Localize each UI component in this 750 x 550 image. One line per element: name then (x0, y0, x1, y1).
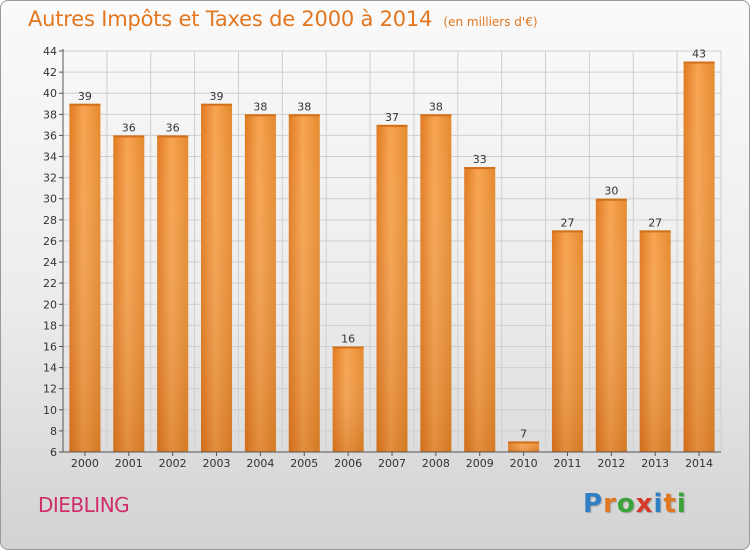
bar-top-2012 (595, 198, 627, 201)
data-label: 38 (429, 100, 443, 113)
y-tick-label: 44 (43, 45, 57, 58)
y-tick-label: 24 (43, 256, 57, 269)
logo-letter: r (603, 489, 617, 519)
y-tick-label: 28 (43, 214, 57, 227)
y-tick-label: 18 (43, 319, 57, 332)
axes: 6 8 10 12 14 16 18 20 22 24 26 28 30 32 34 36 38 40 42 44 20… (43, 45, 721, 470)
chart-title-row: Autres Impôts et Taxes de 2000 à 2014 (e… (28, 7, 538, 31)
logo-letter: t (663, 489, 677, 519)
place-name: DIEBLING (38, 493, 130, 517)
data-label: 38 (297, 100, 311, 113)
x-tick-label: 2013 (641, 457, 669, 470)
bar-shade-2010 (508, 441, 540, 452)
bar-shade-2011 (551, 230, 583, 452)
y-tick-label: 6 (50, 446, 57, 459)
bar-shade-2001 (113, 135, 145, 452)
data-label: 7 (520, 427, 527, 440)
bar-shade-2002 (157, 135, 189, 452)
bar-top-2001 (113, 135, 145, 138)
chart-title: Autres Impôts et Taxes de 2000 à 2014 (28, 7, 433, 31)
bar-top-2008 (420, 114, 452, 117)
x-tick-label: 2008 (422, 457, 450, 470)
bar-shade-2013 (639, 230, 671, 452)
bar-top-2005 (288, 114, 320, 117)
bar-shade-2003 (201, 103, 233, 453)
x-tick-label: 2003 (203, 457, 231, 470)
y-tick-label: 30 (43, 193, 57, 206)
x-tick-label: 2007 (378, 457, 406, 470)
bar-shade-2005 (288, 114, 320, 452)
logo-letter: x (635, 489, 654, 519)
bar-shade-2007 (376, 124, 408, 453)
x-tick-label: 2001 (115, 457, 143, 470)
bar-shade-2012 (595, 198, 627, 452)
x-tick-label: 2014 (685, 457, 713, 470)
data-label: 36 (166, 121, 180, 134)
proxiti-logo: Proxiti (583, 489, 687, 519)
bar-top-2009 (464, 167, 496, 170)
x-tick-label: 2005 (290, 457, 318, 470)
x-tick-label: 2012 (597, 457, 625, 470)
x-tick-label: 2010 (510, 457, 538, 470)
bar-top-2004 (244, 114, 276, 117)
bar-top-2011 (551, 230, 583, 233)
bar-top-2013 (639, 230, 671, 233)
bar-top-2002 (157, 135, 189, 138)
bar-top-2006 (332, 346, 364, 349)
x-tick-label: 2004 (246, 457, 274, 470)
data-label: 33 (473, 153, 487, 166)
x-tick-label: 2009 (466, 457, 494, 470)
bar-shade-2014 (683, 61, 715, 452)
data-label: 27 (648, 216, 662, 229)
data-label: 27 (560, 216, 574, 229)
logo-letter: i (676, 489, 687, 519)
data-label: 39 (78, 90, 92, 103)
bar-top-2007 (376, 124, 408, 127)
bar-shade-2000 (69, 103, 101, 453)
logo-letter: P (583, 489, 604, 519)
y-tick-label: 40 (43, 87, 57, 100)
y-tick-label: 16 (43, 340, 57, 353)
y-tick-label: 12 (43, 383, 57, 396)
y-tick-label: 34 (43, 151, 57, 164)
data-label: 43 (692, 48, 706, 61)
x-tick-label: 2011 (553, 457, 581, 470)
bar-top-2003 (201, 103, 233, 106)
y-tick-label: 14 (43, 362, 57, 375)
y-tick-label: 26 (43, 235, 57, 248)
y-tick-label: 32 (43, 172, 57, 185)
data-label: 30 (604, 185, 618, 198)
y-tick-label: 10 (43, 404, 57, 417)
logo-letter: i (653, 489, 664, 519)
y-tick-label: 42 (43, 66, 57, 79)
y-tick-label: 8 (50, 425, 57, 438)
data-label: 38 (253, 100, 267, 113)
bar-shade-2006 (332, 346, 364, 452)
bar-top-2000 (69, 103, 101, 106)
bar-top-2014 (683, 61, 715, 64)
y-tick-label: 38 (43, 108, 57, 121)
y-tick-label: 20 (43, 298, 57, 311)
data-label: 16 (341, 332, 355, 345)
logo-letter: o (616, 489, 636, 519)
x-tick-label: 2000 (71, 457, 99, 470)
x-tick-label: 2002 (159, 457, 187, 470)
y-tick-label: 22 (43, 277, 57, 290)
chart-unit: (en milliers d'€) (443, 15, 538, 29)
bar-shade-2008 (420, 114, 452, 452)
bar-top-2010 (508, 441, 540, 444)
bar-shade-2004 (244, 114, 276, 452)
y-tick-label: 36 (43, 129, 57, 142)
x-tick-label: 2006 (334, 457, 362, 470)
data-label: 36 (122, 121, 136, 134)
data-label: 39 (210, 90, 224, 103)
bar-shade-2009 (464, 167, 496, 452)
bars: 39 36 36 39 38 38 16 37 38 33 7 27 30 27 43 (69, 48, 715, 453)
data-label: 37 (385, 111, 399, 124)
